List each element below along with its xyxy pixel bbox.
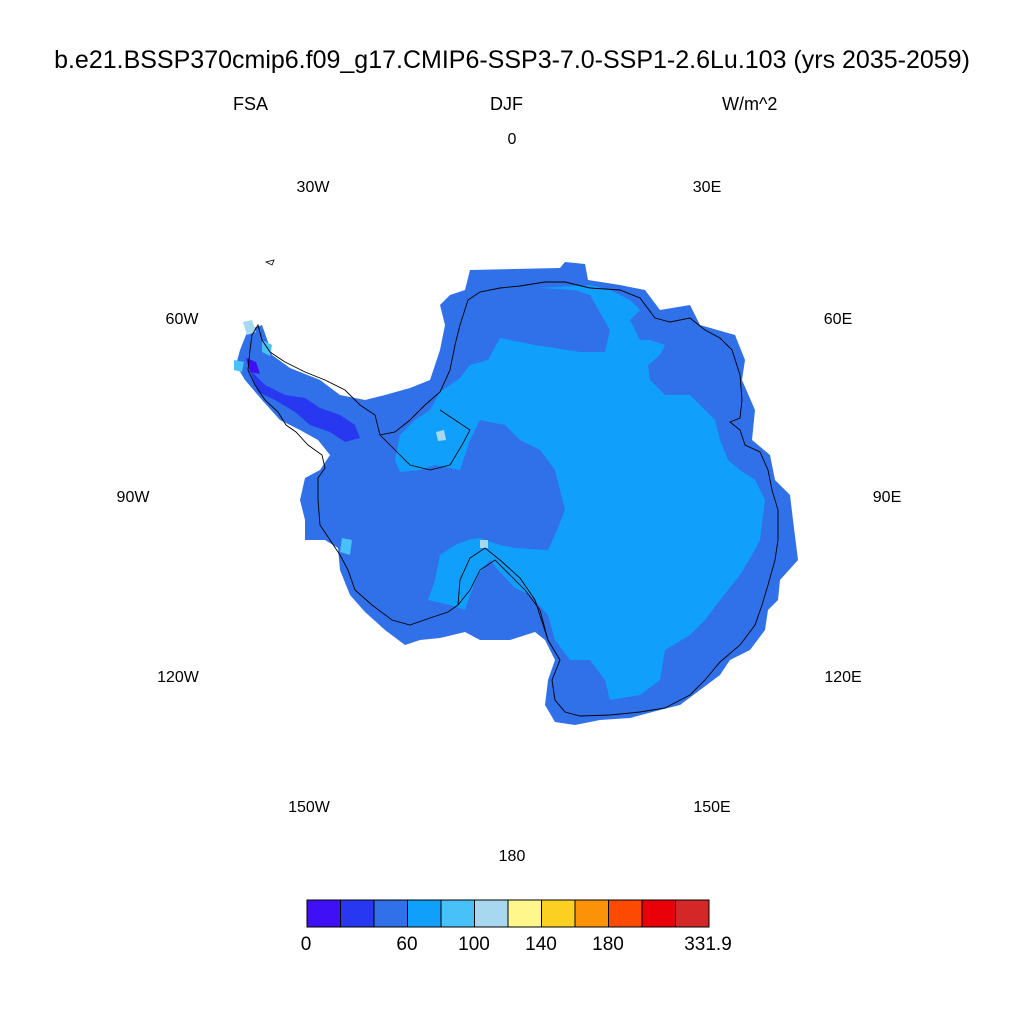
colorbar (306, 899, 710, 928)
pale-patch-ross (480, 540, 488, 548)
colorbar-box-3 (407, 899, 442, 928)
lon-label-60w: 60W (165, 311, 199, 328)
colorbar-box-4 (440, 899, 475, 928)
colorbar-box-0 (306, 899, 341, 928)
colorbar-box-5 (474, 899, 509, 928)
colorbar-box-2 (373, 899, 408, 928)
colorbar-label-100: 100 (458, 934, 490, 955)
colorbar-box-10 (641, 899, 676, 928)
ross-grounding-line (457, 559, 549, 641)
colorbar-label-140: 140 (525, 934, 557, 955)
lon-label-30w: 30W (296, 179, 330, 196)
variable-label: FSA (233, 94, 269, 114)
colorbar-label-0: 0 (300, 934, 312, 955)
colorbar-label-max: 331.9 (684, 934, 732, 955)
lon-label-180: 180 (498, 848, 526, 865)
colorbar-box-1 (340, 899, 375, 928)
continent-interior-zone (395, 285, 765, 700)
season-label: DJF (490, 94, 523, 114)
pale-patch-peninsula (243, 320, 256, 335)
lon-label-150e: 150E (693, 799, 731, 816)
south-orkney-island (264, 259, 275, 266)
colorbar-label-180: 180 (592, 934, 624, 955)
units-label: W/m^2 (722, 94, 778, 114)
ronne-grounding-line (379, 409, 471, 471)
lon-label-90e: 90E (872, 489, 902, 506)
lon-label-30e: 30E (692, 179, 722, 196)
colorbar-box-9 (608, 899, 643, 928)
colorbar-box-8 (574, 899, 609, 928)
colorbar-box-7 (541, 899, 576, 928)
colorbar-box-11 (675, 899, 710, 928)
lon-label-150w: 150W (288, 799, 330, 816)
light-patch-ross-edge (340, 538, 352, 555)
peninsula-low-zone (250, 370, 360, 442)
light-patch-peninsula-mid (234, 360, 244, 372)
lon-label-60e: 60E (823, 311, 853, 328)
lon-label-120w: 120W (157, 669, 199, 686)
lon-label-120e: 120E (824, 669, 862, 686)
coastline (247, 281, 779, 717)
colorbar-label-60: 60 (396, 934, 418, 955)
pale-patch-ronne (436, 430, 446, 441)
lon-label-90w: 90W (116, 489, 150, 506)
colorbar-box-6 (507, 899, 542, 928)
lon-label-0: 0 (507, 131, 517, 148)
plot-title: b.e21.BSSP370cmip6.f09_g17.CMIP6-SSP3-7.… (54, 46, 970, 74)
peninsula-very-low-spot (246, 358, 260, 374)
